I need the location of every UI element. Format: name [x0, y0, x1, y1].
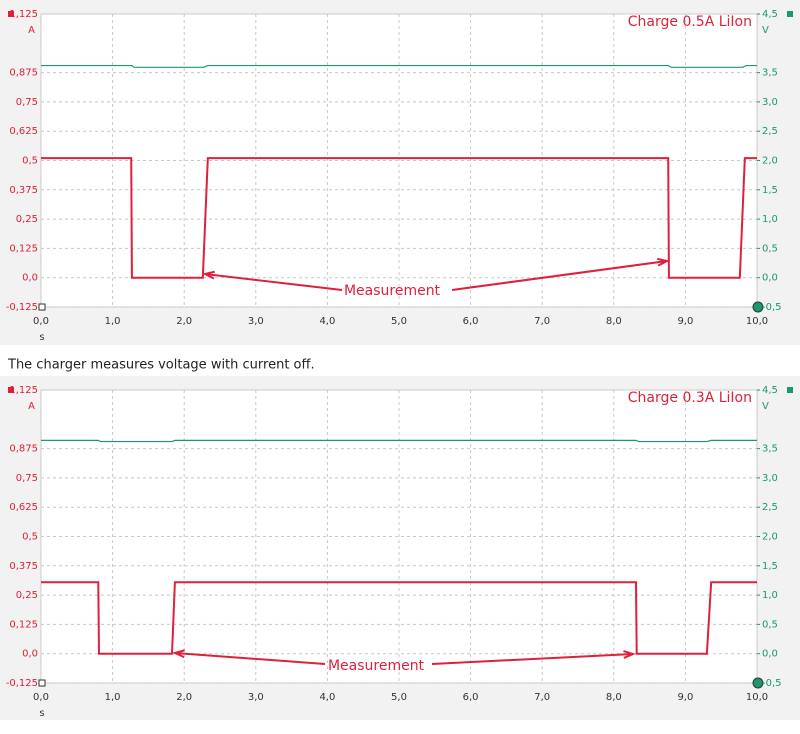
y2-tick-label: 2,0 [762, 156, 778, 167]
x-tick-label: 4,0 [319, 316, 335, 327]
y2-tick-label: 0,5 [762, 243, 778, 254]
y2-axis-label: V [762, 25, 769, 36]
chart: 0,0 1,0 2,0 3,0 4,0 5,0 6,0 7,0 8,0 9,0 10,0 -0,125… [6, 385, 793, 719]
x-tick-label: 10,0 [746, 692, 768, 703]
arrow [431, 653, 634, 665]
y-tick-label: 0,875 [9, 444, 38, 455]
x-tick-label: 5,0 [391, 316, 407, 327]
y2-tick-label: -0,5 [762, 302, 782, 313]
y-tick-label: 0,5 [22, 532, 38, 543]
y2-tick-label: 3,5 [762, 68, 778, 79]
y-tick-label: 0,0 [22, 273, 38, 284]
arrow-head [172, 649, 185, 659]
x-tick-label: 2,0 [176, 692, 192, 703]
marker [38, 303, 46, 311]
arrow-head [657, 257, 670, 267]
x-tick-label: 6,0 [463, 316, 479, 327]
y2-tick-label: 1,0 [762, 214, 778, 225]
y2-tick-label: 3,0 [762, 97, 778, 108]
y-tick-label: 0,75 [16, 97, 38, 108]
y-tick-label: 0,125 [9, 619, 38, 630]
x-axis-label: s [39, 708, 44, 719]
arrow [204, 273, 343, 291]
y-tick-label: 1,125 [9, 9, 38, 20]
arrow-head [202, 270, 215, 280]
y-tick-label: 0,75 [16, 473, 38, 484]
y-tick-label: 0,625 [9, 502, 38, 513]
x-tick-label: 6,0 [463, 692, 479, 703]
x-axis-label: s [39, 332, 44, 343]
x-tick-label: 7,0 [534, 692, 550, 703]
x-tick-label: 9,0 [677, 316, 693, 327]
marker [787, 387, 793, 393]
x-tick-label: 1,0 [105, 692, 121, 703]
marker [752, 301, 764, 313]
arrow-head [623, 650, 636, 659]
y2-tick-label: 2,5 [762, 126, 778, 137]
x-tick-label: 7,0 [534, 316, 550, 327]
annotation: Measurement [328, 658, 425, 674]
y2-tick-label: 3,0 [762, 473, 778, 484]
x-tick-label: 3,0 [248, 692, 264, 703]
y-tick-label: 0,0 [22, 649, 38, 660]
x-tick-label: 8,0 [606, 692, 622, 703]
marker [787, 11, 793, 17]
x-tick-label: 4,0 [319, 692, 335, 703]
y2-tick-label: -0,5 [762, 678, 782, 689]
y-tick-label: 0,25 [16, 214, 38, 225]
y2-axis-label: V [762, 401, 769, 412]
chart: 0,0 1,0 2,0 3,0 4,0 5,0 6,0 7,0 8,0 9,0 10,0 -0,125… [6, 9, 793, 343]
chart-title: Charge 0.3A LiIon [628, 390, 752, 406]
y2-tick-label: 0,5 [762, 619, 778, 630]
line [41, 157, 757, 279]
marker [752, 677, 764, 689]
x-tick-label: 8,0 [606, 316, 622, 327]
x-tick-label: 3,0 [248, 316, 264, 327]
y-tick-label: 1,125 [9, 385, 38, 396]
y-tick-label: -0,125 [6, 678, 38, 689]
y-tick-label: 0,5 [22, 156, 38, 167]
y-tick-label: 0,875 [9, 68, 38, 79]
y2-tick-label: 4,5 [762, 9, 778, 20]
x-tick-label: 10,0 [746, 316, 768, 327]
y-tick-label: 0,625 [9, 126, 38, 137]
line [41, 439, 757, 443]
annotation: Measurement [344, 283, 441, 299]
y2-tick-label: 2,5 [762, 502, 778, 513]
y-tick-label: 0,375 [9, 561, 38, 572]
marker [8, 11, 14, 17]
y2-tick-label: 0,0 [762, 273, 778, 284]
y2-tick-label: 1,5 [762, 185, 778, 196]
x-tick-label: 5,0 [391, 692, 407, 703]
arrow [451, 260, 668, 291]
y-tick-label: 0,375 [9, 185, 38, 196]
y-tick-label: 0,125 [9, 243, 38, 254]
y2-tick-label: 2,0 [762, 532, 778, 543]
caption: The charger measures voltage with curren… [7, 358, 315, 373]
chart-title: Charge 0.5A LiIon [628, 14, 752, 30]
arrow [174, 652, 326, 665]
y-tick-label: -0,125 [6, 302, 38, 313]
x-tick-label: 2,0 [176, 316, 192, 327]
x-tick-label: 9,0 [677, 692, 693, 703]
y2-tick-label: 0,0 [762, 649, 778, 660]
y-tick-label: 0,25 [16, 590, 38, 601]
x-tick-label: 0,0 [33, 692, 49, 703]
line [41, 581, 757, 655]
y2-tick-label: 1,5 [762, 561, 778, 572]
x-tick-label: 0,0 [33, 316, 49, 327]
y2-tick-label: 1,0 [762, 590, 778, 601]
line [41, 64, 757, 68]
y-axis-label: A [28, 25, 35, 36]
y2-tick-label: 3,5 [762, 444, 778, 455]
y2-tick-label: 4,5 [762, 385, 778, 396]
marker [8, 387, 14, 393]
y-axis-label: A [28, 401, 35, 412]
x-tick-label: 1,0 [105, 316, 121, 327]
marker [38, 679, 46, 687]
